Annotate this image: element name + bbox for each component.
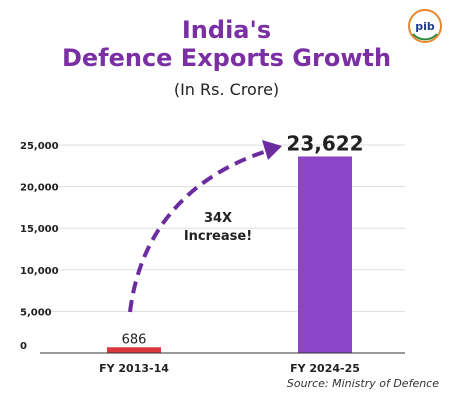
dashed-arrow-curve bbox=[128, 148, 271, 313]
chart-title-line-2: Defence Exports Growth bbox=[61, 44, 392, 72]
y-tick-label: 25,000 bbox=[20, 141, 59, 152]
bar-value-label: 686 bbox=[122, 332, 147, 347]
chart-subtitle: (In Rs. Crore) bbox=[173, 80, 280, 99]
x-category-label: FY 2013-14 bbox=[99, 362, 169, 375]
chart-title-line-1: India's bbox=[181, 16, 272, 44]
arrow-head-icon bbox=[262, 140, 282, 160]
y-tick-label: 20,000 bbox=[20, 183, 59, 194]
x-axis-labels: FY 2013-14 FY 2024-25 bbox=[99, 362, 360, 375]
increase-arrow bbox=[128, 140, 282, 313]
value-labels: 686 23,622 bbox=[122, 131, 364, 347]
y-tick-label: 0 bbox=[20, 341, 27, 352]
y-axis-ticks: 0 5,000 10,000 15,000 20,000 25,000 bbox=[20, 141, 59, 352]
logo-text: pib bbox=[415, 20, 435, 33]
y-tick-label: 10,000 bbox=[20, 266, 59, 277]
bar bbox=[298, 156, 352, 353]
x-category-label: FY 2024-25 bbox=[290, 362, 360, 375]
bar bbox=[107, 347, 161, 353]
bars bbox=[107, 156, 352, 353]
source-note: Source: Ministry of Defence bbox=[286, 377, 439, 390]
annotation-multiplier: 34X bbox=[204, 211, 232, 226]
pib-logo-icon: pib bbox=[408, 9, 442, 43]
y-tick-label: 15,000 bbox=[20, 224, 59, 235]
annotation-increase: Increase! bbox=[184, 229, 252, 244]
bar-value-label: 23,622 bbox=[286, 131, 363, 155]
y-tick-label: 5,000 bbox=[20, 307, 52, 318]
